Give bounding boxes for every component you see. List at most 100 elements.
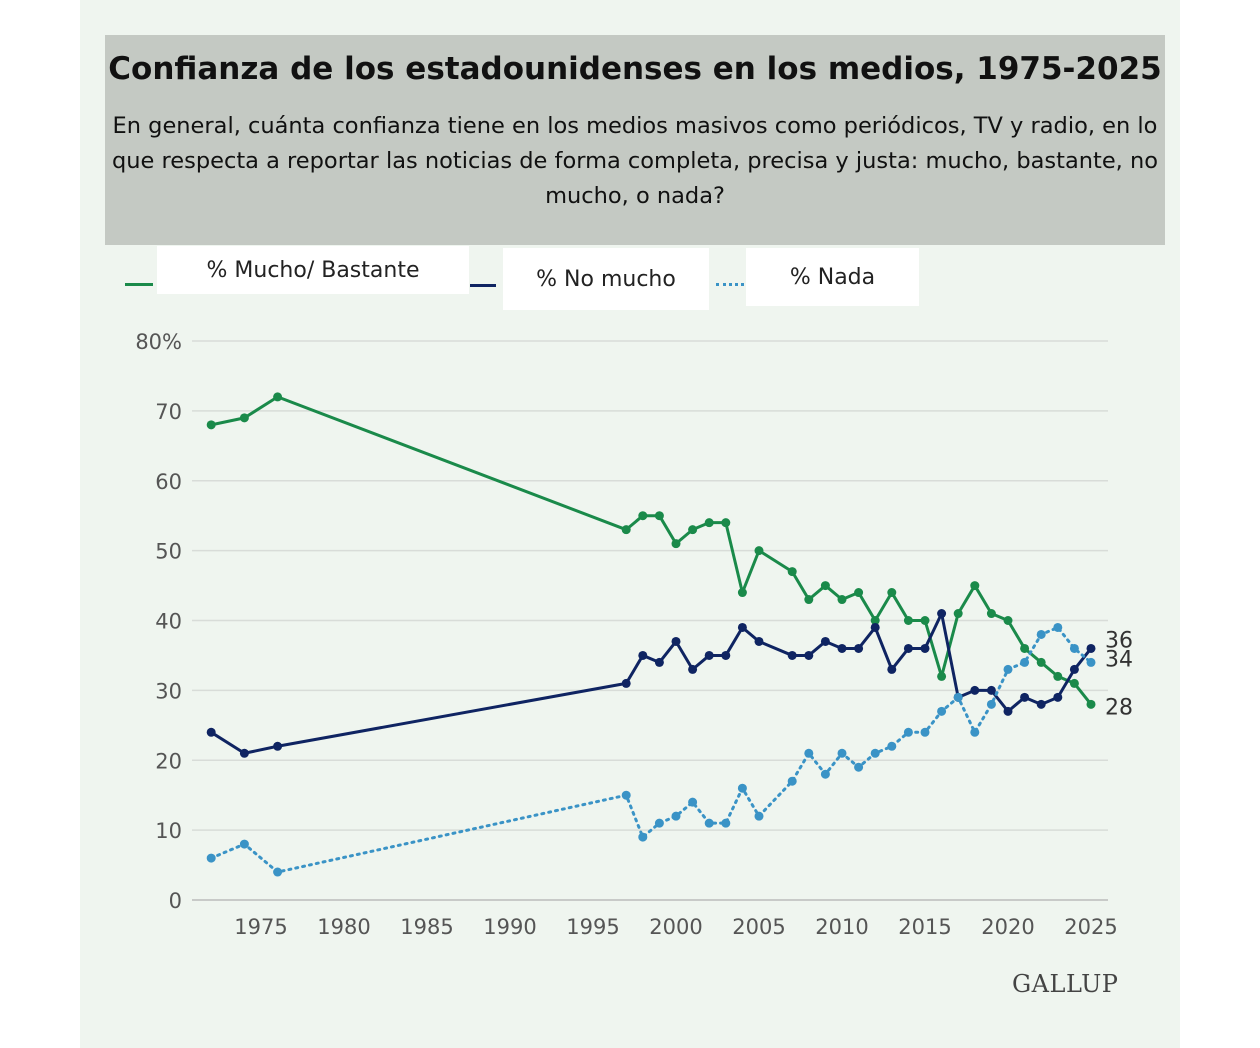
data-point	[721, 818, 731, 828]
y-tick-label: 70	[155, 400, 182, 424]
x-tick-label: 2025	[1064, 915, 1117, 939]
x-tick-label: 2005	[732, 915, 785, 939]
data-point	[721, 518, 731, 528]
data-point	[804, 650, 814, 660]
data-point	[787, 567, 797, 577]
series-line	[210, 612, 1093, 755]
data-point	[239, 413, 249, 423]
data-point	[1053, 622, 1063, 632]
legend-label: % Mucho/ Bastante	[206, 257, 420, 283]
data-point	[903, 616, 913, 625]
data-point	[986, 609, 996, 619]
data-point	[1020, 657, 1030, 667]
y-tick-label: 30	[155, 679, 182, 703]
data-point	[937, 609, 947, 619]
data-point	[621, 678, 631, 688]
data-point	[937, 671, 947, 681]
data-point	[671, 539, 681, 549]
data-point	[239, 839, 249, 849]
data-point	[887, 664, 897, 674]
data-point	[1020, 692, 1030, 702]
data-point	[638, 511, 648, 521]
data-point	[1053, 671, 1063, 681]
data-point	[754, 546, 764, 556]
data-point	[854, 588, 864, 598]
data-point	[787, 776, 797, 786]
data-point	[704, 650, 714, 660]
x-tick-label: 1995	[566, 915, 619, 939]
data-point	[206, 853, 216, 863]
legend-item-mucho: % Mucho/ Bastante	[157, 246, 469, 294]
chart-header: Confianza de los estadounidenses en los …	[105, 35, 1165, 245]
data-point	[820, 636, 830, 646]
data-point	[804, 595, 814, 605]
data-point	[970, 581, 980, 591]
end-value-label: 28	[1105, 695, 1133, 720]
data-point	[986, 699, 996, 709]
data-point	[887, 588, 897, 598]
x-tick-label: 2020	[981, 915, 1034, 939]
data-point	[837, 748, 847, 758]
data-point	[1036, 657, 1046, 667]
data-point	[870, 616, 880, 625]
x-tick-label: 2015	[898, 915, 951, 939]
data-point	[721, 650, 731, 660]
data-point	[688, 797, 698, 807]
data-point	[837, 643, 847, 653]
chart-subtitle: En general, cuánta confianza tiene en lo…	[111, 113, 1159, 209]
data-point	[688, 525, 698, 535]
data-point	[1069, 678, 1079, 688]
y-tick-label: 50	[155, 540, 182, 564]
data-point	[671, 636, 681, 646]
data-point	[737, 783, 747, 793]
x-tick-label: 2000	[649, 915, 702, 939]
y-tick-label: 60	[155, 470, 182, 494]
data-point	[970, 727, 980, 737]
data-point	[953, 692, 963, 702]
data-point	[1003, 616, 1013, 625]
data-point	[239, 748, 249, 758]
legend-swatch-nada	[716, 283, 744, 286]
data-point	[754, 811, 764, 821]
data-point	[903, 643, 913, 653]
data-point	[206, 727, 216, 737]
data-point	[870, 622, 880, 632]
data-point	[704, 818, 714, 828]
x-tick-label: 1975	[234, 915, 287, 939]
series-line	[209, 625, 1093, 874]
data-point	[837, 595, 847, 605]
data-point	[804, 748, 814, 758]
legend-item-nada: % Nada	[746, 248, 919, 306]
legend-label: % Nada	[789, 264, 876, 290]
gallup-logo: GALLUP	[1012, 970, 1119, 998]
data-point	[638, 650, 648, 660]
data-point	[671, 811, 681, 821]
data-point	[887, 741, 897, 751]
data-point	[953, 609, 963, 619]
data-point	[1086, 657, 1096, 667]
y-tick-label: 80%	[135, 330, 182, 354]
data-point	[787, 650, 797, 660]
data-point	[1003, 706, 1013, 716]
data-point	[870, 748, 880, 758]
x-tick-label: 2010	[815, 915, 868, 939]
data-point	[903, 727, 913, 737]
data-point	[754, 636, 764, 646]
data-point	[654, 657, 664, 667]
data-point	[621, 525, 631, 535]
data-point	[820, 581, 830, 591]
data-point	[820, 769, 830, 779]
x-tick-label: 1990	[483, 915, 536, 939]
data-point	[737, 622, 747, 632]
y-tick-label: 0	[169, 889, 182, 913]
legend-swatch-no-mucho	[470, 284, 496, 287]
data-point	[1020, 643, 1030, 653]
data-point	[273, 867, 283, 877]
data-point	[654, 818, 664, 828]
data-point	[273, 392, 283, 402]
data-point	[737, 588, 747, 598]
legend-item-no-mucho: % No mucho	[503, 248, 709, 310]
data-point	[1003, 664, 1013, 674]
data-point	[920, 643, 930, 653]
